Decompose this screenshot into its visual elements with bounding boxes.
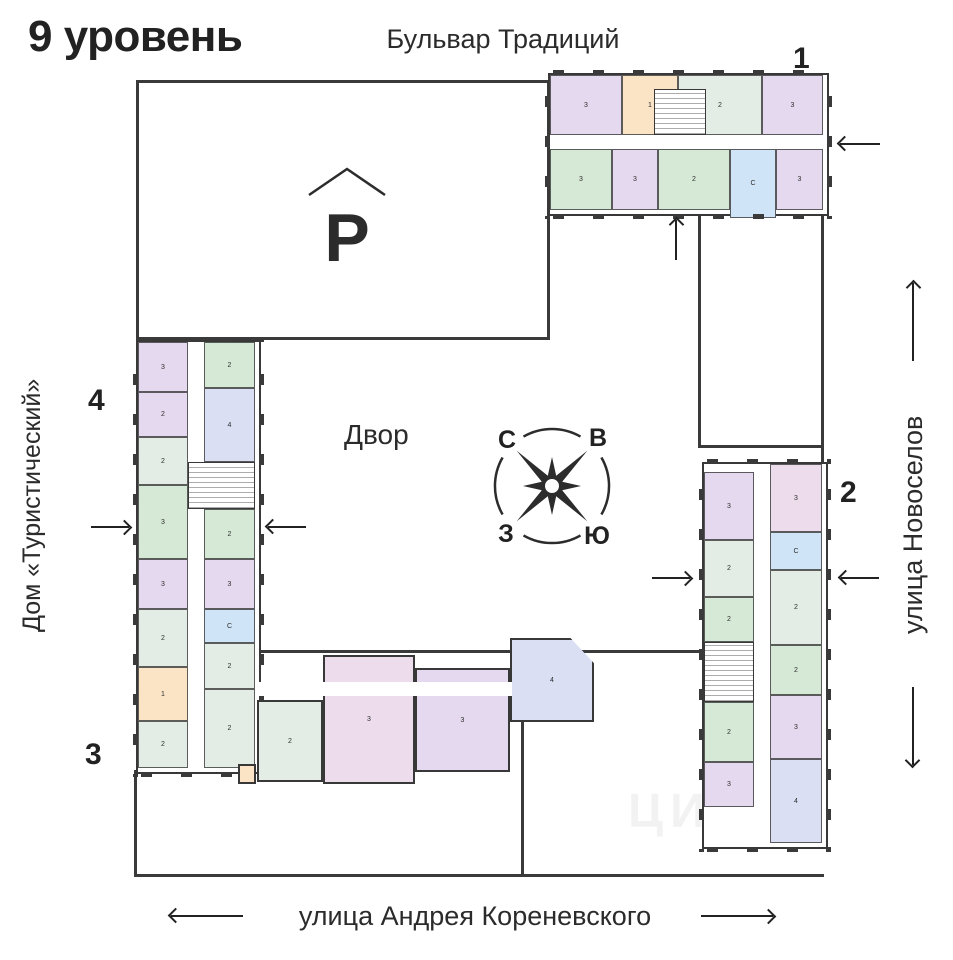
apartment-cell[interactable]: 2 bbox=[704, 702, 754, 762]
building-number-3: 3 bbox=[85, 738, 102, 771]
compass-rose: С В З Ю bbox=[493, 424, 611, 550]
boundary-line bbox=[134, 874, 824, 877]
apartment-cell[interactable]: 3 bbox=[204, 559, 255, 609]
apartment-cell[interactable]: 2 bbox=[204, 643, 255, 689]
building-number-1: 1 bbox=[793, 42, 810, 75]
direction-arrow-right bbox=[652, 577, 690, 579]
apartment-cell[interactable]: 4 bbox=[770, 759, 822, 843]
apartment-cell[interactable]: 3 bbox=[138, 485, 188, 559]
boundary-line bbox=[821, 210, 824, 463]
stair-core bbox=[188, 462, 255, 509]
page-title: 9 уровень bbox=[28, 12, 243, 61]
neighbor-building-label: Дом «Туристический» bbox=[18, 378, 46, 632]
parking-block: P bbox=[136, 80, 550, 340]
building-number-4: 4 bbox=[88, 384, 105, 417]
corridor bbox=[257, 682, 512, 696]
direction-arrow-left bbox=[268, 526, 306, 528]
apartment-cell[interactable]: 1 bbox=[138, 667, 188, 721]
apartment-cell[interactable]: 3 bbox=[323, 655, 415, 784]
direction-arrow-left bbox=[841, 577, 879, 579]
boundary-line bbox=[698, 445, 824, 448]
apartment-cell[interactable]: 3 bbox=[550, 75, 622, 135]
apartment-cell[interactable]: 3 bbox=[550, 149, 612, 210]
apartment-cell[interactable]: 2 bbox=[704, 540, 754, 597]
direction-arrow-down bbox=[912, 687, 914, 765]
apartment-cell[interactable]: 2 bbox=[138, 437, 188, 485]
compass-south-label: Ю bbox=[584, 522, 610, 550]
apartment-cell[interactable]: 2 bbox=[658, 149, 730, 210]
compass-west-label: З bbox=[498, 520, 514, 548]
boundary-line bbox=[257, 650, 703, 653]
apartment-cell[interactable]: 2 bbox=[138, 721, 188, 768]
apartment-cell[interactable]: 3 bbox=[138, 342, 188, 392]
compass-east-label: В bbox=[589, 424, 607, 452]
apartment-cell[interactable]: 2 bbox=[204, 509, 255, 559]
apartment-cell[interactable]: 4 bbox=[204, 388, 255, 462]
apartment-cell[interactable]: С bbox=[730, 149, 776, 218]
parking-roof-icon: P bbox=[308, 167, 386, 271]
apartment-cell[interactable]: С bbox=[770, 532, 822, 570]
apartment-cell[interactable]: 2 bbox=[770, 645, 822, 695]
street-label-bottom: улица Андрея Кореневского bbox=[298, 901, 652, 931]
apartment-cell[interactable]: 3 bbox=[762, 75, 823, 135]
boundary-line bbox=[521, 650, 524, 877]
direction-arrow-left bbox=[171, 915, 243, 917]
apartment-cell[interactable]: 3 bbox=[776, 149, 823, 210]
direction-arrow-right bbox=[91, 526, 129, 528]
boundary-line bbox=[698, 210, 701, 448]
apartment-cell[interactable] bbox=[238, 764, 256, 784]
street-label-right: улица Новоселов bbox=[898, 415, 928, 635]
direction-arrow-right bbox=[701, 915, 773, 917]
apartment-cell[interactable]: 3 bbox=[770, 464, 822, 532]
apartment-cell[interactable]: 2 bbox=[770, 570, 822, 645]
apartment-cell[interactable]: 3 bbox=[612, 149, 658, 210]
apartment-cell[interactable]: 3 bbox=[138, 559, 188, 609]
parking-symbol: P bbox=[324, 200, 369, 271]
direction-arrow-up bbox=[912, 283, 914, 361]
apartment-cell[interactable]: 2 bbox=[204, 689, 255, 768]
apartment-cell[interactable]: 2 bbox=[204, 342, 255, 388]
apartment-cell[interactable]: 2 bbox=[138, 392, 188, 437]
apartment-cell[interactable]: 2 bbox=[138, 609, 188, 667]
street-label-top: Бульвар Традиций bbox=[386, 24, 620, 54]
boundary-line bbox=[134, 770, 137, 877]
apartment-cell[interactable]: 3 bbox=[704, 472, 754, 540]
building-number-2: 2 bbox=[840, 476, 857, 509]
apartment-cell[interactable]: 2 bbox=[257, 700, 323, 782]
apartment-cell[interactable]: 3 bbox=[704, 762, 754, 807]
apartment-cell[interactable]: 2 bbox=[704, 597, 754, 642]
compass-north-label: С bbox=[498, 426, 516, 454]
courtyard-label: Двор bbox=[344, 419, 409, 450]
apartment-cell[interactable]: 4 bbox=[510, 638, 594, 722]
apartment-cell[interactable]: С bbox=[204, 609, 255, 643]
direction-arrow-left bbox=[840, 143, 880, 145]
direction-arrow-up bbox=[675, 220, 677, 260]
apartment-cell[interactable]: 3 bbox=[770, 695, 822, 759]
stair-core bbox=[704, 642, 754, 702]
stair-core bbox=[654, 89, 706, 135]
